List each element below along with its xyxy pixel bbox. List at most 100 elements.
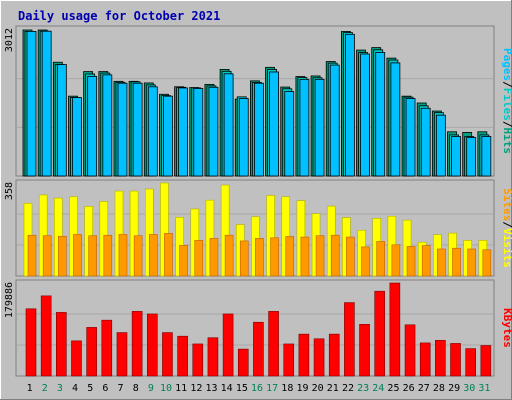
bar-pages-17 [269,71,279,177]
day-label-10: 10 [160,383,172,394]
day-label-9: 9 [148,383,154,394]
bar-pages-30 [466,137,477,177]
day-label-26: 26 [403,383,415,394]
bar-pages-31 [481,136,492,177]
bar-kbytes-12 [192,343,204,377]
bar-pages-12 [193,88,204,177]
bar-sites-2 [42,235,52,277]
bar-kbytes-5 [86,327,97,377]
day-label-21: 21 [327,383,339,394]
bar-sites-4 [73,234,82,277]
bar-sites-11 [179,245,188,277]
bar-kbytes-26 [404,324,416,377]
day-label-5: 5 [87,383,93,394]
bar-kbytes-30 [465,348,476,377]
day-label-2: 2 [42,383,48,394]
bar-kbytes-22 [344,302,355,377]
chart-title: Daily usage for October 2021 [18,9,220,23]
bar-kbytes-28 [435,340,446,377]
bar-sites-3 [58,235,67,277]
legend-hits: Hits [501,128,512,155]
day-label-24: 24 [372,383,384,394]
bar-sites-29 [452,247,461,277]
legend-sites: Sites [501,188,512,221]
bar-pages-5 [87,75,98,177]
bar-pages-23 [360,53,370,177]
bar-pages-16 [254,82,264,177]
day-label-31: 31 [478,383,490,394]
bar-pages-8 [132,82,143,177]
bar-sites-31 [482,249,492,277]
bar-pages-14 [223,73,234,177]
day-label-30: 30 [463,383,475,394]
legend-separator: / [501,221,512,228]
bar-pages-28 [435,114,446,177]
day-label-16: 16 [251,383,263,394]
bar-kbytes-11 [177,335,188,377]
panel-visits-sites: 358 Sites/Visits [4,179,512,277]
bar-sites-18 [285,236,295,277]
bar-pages-22 [344,33,355,177]
bar-kbytes-9 [146,313,158,377]
day-label-12: 12 [190,383,202,394]
day-label-3: 3 [57,383,63,394]
bar-kbytes-2 [40,295,52,377]
day-axis-labels: 1 2 3 4 5 6 7 8 9 10 11 12 13 14 15 16 17 18 19 20 21 22 23 24 2… [27,383,491,394]
bar-kbytes-19 [298,333,310,377]
bar-sites-7 [118,234,128,277]
bar-sites-26 [406,246,416,277]
bar-sites-27 [421,245,431,277]
bar-kbytes-17 [268,311,279,377]
bar-pages-24 [375,52,386,177]
bar-kbytes-1 [25,308,37,377]
bar-pages-7 [117,82,128,177]
day-label-25: 25 [387,383,399,394]
day-label-19: 19 [296,383,308,394]
legend: Sites/Visits [501,188,512,268]
bar-kbytes-27 [419,342,431,377]
bar-sites-14 [224,234,234,277]
bar-sites-12 [194,240,204,277]
bar-sites-10 [164,233,173,277]
bar-pages-10 [163,95,173,177]
bar-kbytes-24 [374,290,386,377]
bar-pages-25 [390,62,401,177]
bar-sites-28 [437,248,446,277]
bar-pages-3 [56,64,67,177]
bar-sites-6 [103,234,113,277]
bar-sites-22 [346,236,355,277]
bar-kbytes-8 [131,311,143,377]
bar-sites-21 [330,234,340,277]
legend-visits: Visits [501,228,512,268]
legend-files: Files [501,88,512,121]
bar-kbytes-15 [237,348,249,377]
bar-pages-4 [72,97,82,177]
bar-sites-25 [391,244,401,277]
day-label-8: 8 [133,383,139,394]
day-label-13: 13 [205,383,217,394]
bar-pages-1 [26,31,37,177]
day-label-29: 29 [448,383,460,394]
y-max-label: 358 [4,182,15,200]
bar-kbytes-13 [207,337,219,377]
legend: Pages/Files/Hits [501,48,512,154]
day-label-27: 27 [418,383,430,394]
panel-kbytes: 179886 KBytes [4,279,512,377]
bar-sites-16 [255,238,264,277]
day-label-22: 22 [342,383,354,394]
day-label-20: 20 [312,383,324,394]
bar-sites-23 [361,246,370,277]
legend-pages: Pages [501,48,512,81]
bar-sites-8 [133,235,143,277]
bar-kbytes-14 [222,313,234,377]
bar-kbytes-18 [283,343,295,377]
bar-sites-1 [27,234,37,277]
bar-pages-20 [314,78,325,177]
bar-pages-15 [238,98,249,177]
day-label-7: 7 [118,383,124,394]
bar-pages-6 [102,74,113,177]
